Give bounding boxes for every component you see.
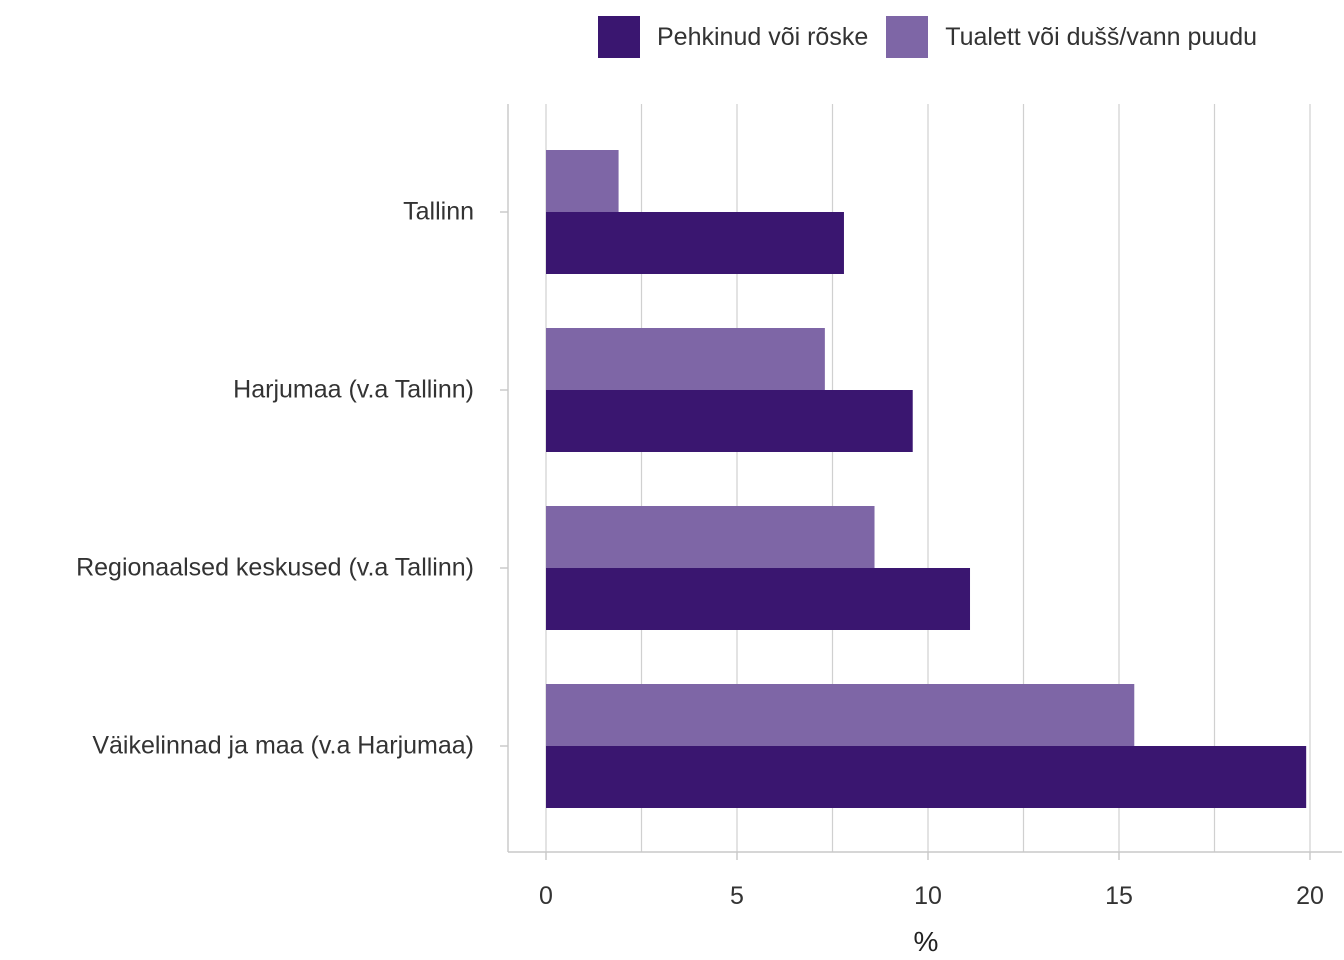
- legend: Pehkinud või rõske Tualett või dušš/vann…: [598, 16, 1275, 58]
- bar-series-1: [546, 746, 1307, 808]
- bar-series-2: [546, 506, 875, 568]
- bar-series-1: [546, 568, 971, 630]
- category-label: Tallinn: [403, 197, 474, 226]
- x-tick-label: 20: [1296, 882, 1324, 910]
- category-label: Väikelinnad ja maa (v.a Harjumaa): [92, 731, 474, 760]
- bar-series-2: [546, 684, 1135, 746]
- legend-item-series-2: Tualett või dušš/vann puudu: [886, 16, 1257, 58]
- legend-swatch: [886, 16, 929, 58]
- legend-item-series-1: Pehkinud või rõske: [598, 16, 868, 58]
- category-label: Harjumaa (v.a Tallinn): [233, 375, 474, 404]
- bar-series-1: [546, 390, 913, 452]
- x-tick-label: 15: [1105, 882, 1133, 910]
- bar-series-1: [546, 212, 844, 274]
- x-tick-label: 10: [914, 882, 942, 910]
- legend-swatch: [598, 16, 640, 58]
- axes: [500, 104, 1342, 860]
- bar-series-2: [546, 328, 825, 390]
- x-tick-label: 0: [539, 882, 553, 910]
- legend-label: Tualett või dušš/vann puudu: [945, 22, 1258, 51]
- bar-series-2: [546, 150, 619, 212]
- legend-label: Pehkinud või rõske: [657, 22, 869, 51]
- x-tick-label: 5: [730, 882, 744, 910]
- x-axis-title: %: [913, 926, 939, 957]
- category-label: Regionaalsed keskused (v.a Tallinn): [76, 553, 474, 582]
- bars: [546, 150, 1307, 808]
